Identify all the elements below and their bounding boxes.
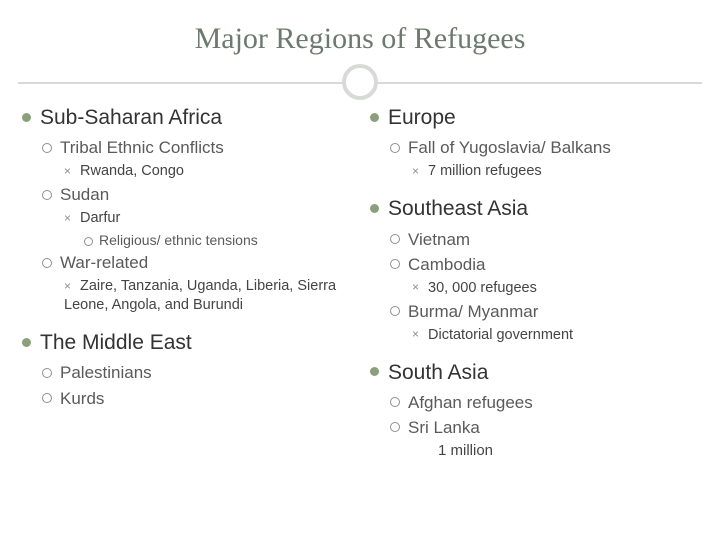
item-religious: Religious/ ethnic tensions: [84, 231, 350, 249]
item-darfur: Darfur Religious/ ethnic tensions: [64, 209, 350, 249]
l2-label: Burma/ Myanmar: [390, 301, 698, 323]
item-tribal: Tribal Ethnic Conflicts Rwanda, Congo: [42, 137, 350, 181]
l3-label: 30, 000 refugees: [412, 279, 698, 298]
item-vietnam: Vietnam: [390, 229, 698, 251]
l1-label: Sub-Saharan Africa: [22, 104, 350, 131]
item-rwanda: Rwanda, Congo: [64, 162, 350, 181]
item-war-related: War-related Zaire, Tanzania, Uganda, Lib…: [42, 252, 350, 315]
item-cambodia: Cambodia 30, 000 refugees: [390, 254, 698, 298]
item-afghan: Afghan refugees: [390, 392, 698, 414]
l2-label: Sri Lanka: [390, 417, 698, 439]
column-right: Europe Fall of Yugoslavia/ Balkans 7 mil…: [360, 100, 698, 459]
l2-label: War-related: [42, 252, 350, 274]
divider: [0, 64, 720, 100]
l2-label: Tribal Ethnic Conflicts: [42, 137, 350, 159]
item-south-asia: South Asia Afghan refugees Sri Lanka 1 m…: [370, 359, 698, 459]
title-area: Major Regions of Refugees: [0, 0, 720, 64]
item-palestinians: Palestinians: [42, 362, 350, 384]
l1-label: The Middle East: [22, 329, 350, 356]
l1-label: South Asia: [370, 359, 698, 386]
item-sudan: Sudan Darfur Religious/ ethnic tensions: [42, 184, 350, 249]
item-srilanka: Sri Lanka 1 million: [390, 417, 698, 459]
l2-label: Sudan: [42, 184, 350, 206]
outline-right: Europe Fall of Yugoslavia/ Balkans 7 mil…: [370, 104, 698, 459]
item-dictatorial: Dictatorial government: [412, 326, 698, 345]
item-burma: Burma/ Myanmar Dictatorial government: [390, 301, 698, 345]
l4-label: Religious/ ethnic tensions: [84, 231, 350, 249]
l3-label: Darfur: [64, 209, 350, 228]
content-columns: Sub-Saharan Africa Tribal Ethnic Conflic…: [0, 100, 720, 459]
l2-label: Afghan refugees: [390, 392, 698, 414]
l2-label: Vietnam: [390, 229, 698, 251]
l3-label: Zaire, Tanzania, Uganda, Liberia, Sierra…: [64, 277, 350, 315]
item-europe: Europe Fall of Yugoslavia/ Balkans 7 mil…: [370, 104, 698, 181]
trailing-1m: 1 million: [390, 442, 698, 459]
item-yugoslavia: Fall of Yugoslavia/ Balkans 7 million re…: [390, 137, 698, 181]
slide-title: Major Regions of Refugees: [0, 22, 720, 56]
l2-label: Fall of Yugoslavia/ Balkans: [390, 137, 698, 159]
item-kurds: Kurds: [42, 388, 350, 410]
l3-label: 7 million refugees: [412, 162, 698, 181]
item-se-asia: Southeast Asia Vietnam Cambodia 30, 000 …: [370, 195, 698, 344]
item-sub-saharan: Sub-Saharan Africa Tribal Ethnic Conflic…: [22, 104, 350, 315]
divider-circle: [342, 64, 378, 100]
l3-label: Dictatorial government: [412, 326, 698, 345]
item-7m: 7 million refugees: [412, 162, 698, 181]
item-30k: 30, 000 refugees: [412, 279, 698, 298]
l1-label: Europe: [370, 104, 698, 131]
l1-label: Southeast Asia: [370, 195, 698, 222]
item-zaire: Zaire, Tanzania, Uganda, Liberia, Sierra…: [64, 277, 350, 315]
l2-label: Palestinians: [42, 362, 350, 384]
column-left: Sub-Saharan Africa Tribal Ethnic Conflic…: [22, 100, 360, 459]
l2-label: Cambodia: [390, 254, 698, 276]
outline-left: Sub-Saharan Africa Tribal Ethnic Conflic…: [22, 104, 350, 410]
l2-label: Kurds: [42, 388, 350, 410]
l3-label: Rwanda, Congo: [64, 162, 350, 181]
item-middle-east: The Middle East Palestinians Kurds: [22, 329, 350, 409]
